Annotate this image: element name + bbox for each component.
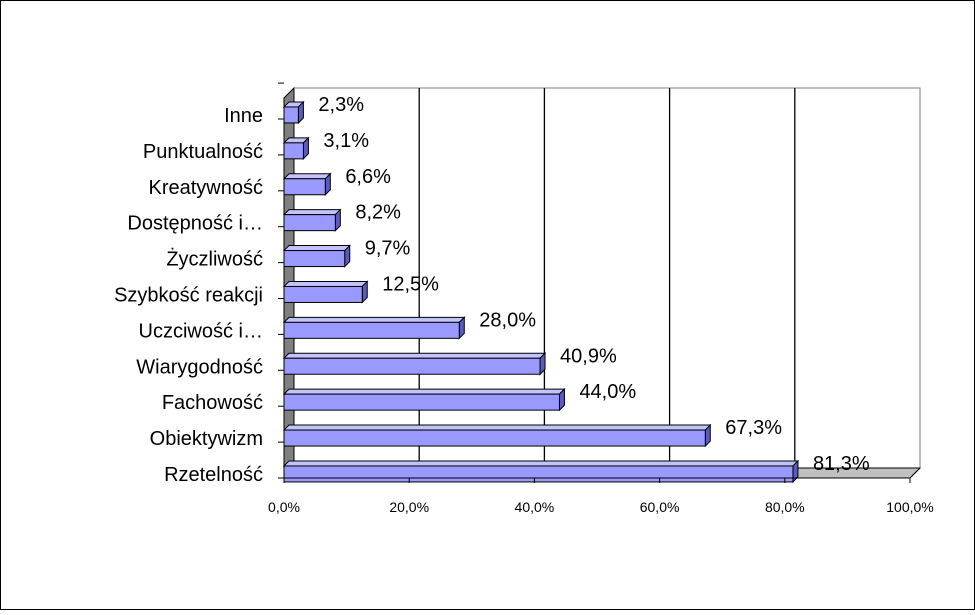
bar-front-face <box>283 393 560 411</box>
bar-uczciwosc-i <box>282 316 466 340</box>
x-tick-label: 100,0% <box>886 499 933 515</box>
x-axis-ticks: 0,0% 20,0% 40,0% 60,0% 80,0% 100,0% <box>268 82 934 515</box>
bar-top-face <box>282 280 369 287</box>
category-label-zyczliwosc: Życzliwość <box>166 248 263 271</box>
value-label-szybkosc-reakcji: 12,5% <box>382 273 439 295</box>
bar-fachowosc <box>282 387 566 412</box>
bar-front-face <box>283 250 346 268</box>
bar-front-face <box>283 357 541 375</box>
bar-top-face <box>282 209 342 216</box>
bar-front-face <box>283 142 304 160</box>
category-label-inne: Inne <box>224 105 263 127</box>
x-tick-label: 20,0% <box>389 499 429 515</box>
bar-top-face <box>282 388 566 395</box>
value-label-inne: 2,3% <box>318 94 364 116</box>
bar-kreatywnosc <box>282 172 332 196</box>
chart-back-wall <box>294 87 921 468</box>
bar-inne <box>282 100 305 125</box>
value-label-punktualnosc: 3,1% <box>323 130 369 152</box>
value-label-fachowosc: 44,0% <box>579 381 636 403</box>
bar-rzetelnosc <box>282 459 800 484</box>
bar-front-face <box>283 465 794 483</box>
bar-top-face <box>282 352 547 359</box>
category-labels: Rzetelność Obiektywizm Fachowość Wiarygodno… <box>114 105 263 486</box>
bar-top-face <box>282 460 800 467</box>
value-label-zyczliwosc: 9,7% <box>365 238 411 260</box>
bar-front-face <box>283 106 299 124</box>
category-label-wiarygodnosc: Wiarygodność <box>136 356 263 378</box>
bar-top-face <box>282 316 466 323</box>
bar-top-face <box>282 245 351 252</box>
bar-front-face <box>283 285 363 303</box>
bar-zyczliwosc <box>282 244 351 268</box>
value-labels: 81,3% 67,3% 44,0% 40,9% 28,0% 12,5% 9,7% 8,2% 6,… <box>318 94 869 475</box>
value-label-rzetelnosc: 81,3% <box>813 453 870 475</box>
bar-top-face <box>282 173 332 180</box>
value-label-obiektywizm: 67,3% <box>725 417 782 439</box>
bar-obiektywizm <box>282 423 712 448</box>
category-label-fachowosc: Fachowość <box>162 392 263 414</box>
value-label-kreatywnosc: 6,6% <box>345 166 391 188</box>
bar-front-face <box>283 429 706 447</box>
category-label-obiektywizm: Obiektywizm <box>150 428 263 450</box>
x-tick-label: 40,0% <box>515 499 555 515</box>
category-label-rzetelnosc: Rzetelność <box>164 464 263 486</box>
bar-punktualnosc <box>282 136 310 161</box>
category-label-kreatywnosc: Kreatywność <box>149 177 264 199</box>
bar-front-face <box>283 214 336 232</box>
category-label-punktualnosc: Punktualność <box>143 141 263 163</box>
value-label-uczciwosc-i: 28,0% <box>479 309 536 331</box>
category-label-szybkosc-reakcji: Szybkość reakcji <box>114 284 263 306</box>
x-tick-label: 80,0% <box>765 499 805 515</box>
bars <box>282 100 800 484</box>
x-tick-label: 60,0% <box>640 499 680 515</box>
bar-wiarygodnosc <box>282 352 547 376</box>
category-label-dostepnosc-i: Dostępność i… <box>127 213 263 235</box>
bar-szybkosc-reakcji <box>282 280 369 304</box>
bar-dostepnosc-i <box>282 208 342 232</box>
category-label-uczciwosc-i: Uczciwość i… <box>139 320 263 342</box>
bar-top-face <box>282 424 712 431</box>
x-tick-label: 0,0% <box>268 499 300 515</box>
bar-front-face <box>283 321 460 339</box>
bar-front-face <box>283 178 326 196</box>
floor-gridline <box>909 467 921 479</box>
value-label-wiarygodnosc: 40,9% <box>560 345 617 367</box>
value-label-dostepnosc-i: 8,2% <box>355 202 401 224</box>
